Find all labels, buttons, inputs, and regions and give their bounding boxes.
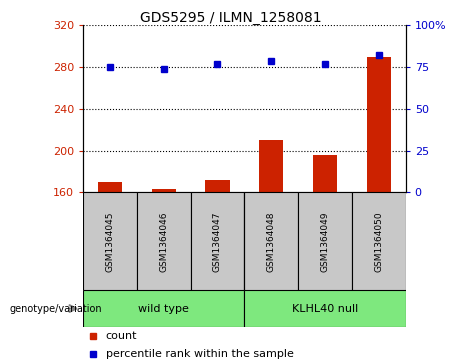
FancyBboxPatch shape	[244, 290, 406, 327]
FancyBboxPatch shape	[83, 290, 244, 327]
Text: GDS5295 / ILMN_1258081: GDS5295 / ILMN_1258081	[140, 11, 321, 25]
Text: KLHL40 null: KLHL40 null	[292, 303, 358, 314]
FancyBboxPatch shape	[137, 192, 190, 290]
Text: count: count	[106, 331, 137, 341]
Text: GSM1364045: GSM1364045	[106, 211, 114, 272]
FancyBboxPatch shape	[190, 192, 244, 290]
Text: GSM1364047: GSM1364047	[213, 211, 222, 272]
Bar	[152, 189, 176, 192]
Text: GSM1364046: GSM1364046	[159, 211, 168, 272]
Text: GSM1364050: GSM1364050	[374, 211, 383, 272]
Bar	[259, 140, 284, 192]
Bar	[205, 180, 230, 192]
Text: genotype/variation: genotype/variation	[9, 303, 102, 314]
Bar	[98, 182, 122, 192]
Text: wild type: wild type	[138, 303, 189, 314]
Bar	[366, 57, 391, 192]
FancyBboxPatch shape	[352, 192, 406, 290]
Text: GSM1364048: GSM1364048	[267, 211, 276, 272]
Bar	[313, 155, 337, 192]
FancyBboxPatch shape	[83, 192, 137, 290]
Text: GSM1364049: GSM1364049	[320, 211, 330, 272]
Text: percentile rank within the sample: percentile rank within the sample	[106, 349, 294, 359]
FancyBboxPatch shape	[298, 192, 352, 290]
FancyBboxPatch shape	[244, 192, 298, 290]
